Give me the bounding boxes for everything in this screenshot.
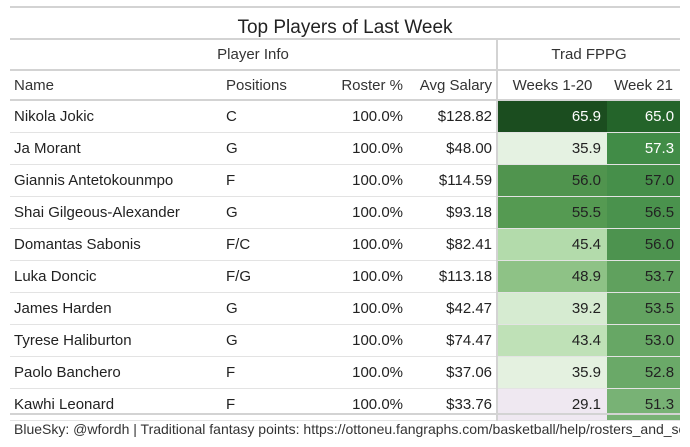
roster-cell: 100.0% bbox=[308, 292, 407, 325]
week-21-cell: 57.0 bbox=[607, 164, 681, 197]
positions-cell: F/C bbox=[222, 228, 308, 261]
footer-note: BlueSky: @wfordh | Traditional fantasy p… bbox=[10, 413, 680, 443]
salary-cell: $82.41 bbox=[407, 228, 498, 261]
positions-cell: G bbox=[222, 132, 308, 165]
positions-cell: F/G bbox=[222, 260, 308, 293]
table-row: James Harden G 100.0% $42.47 39.2 53.5 bbox=[10, 292, 681, 325]
column-group-row: Player Info Trad FPPG bbox=[10, 38, 681, 71]
week-21-cell: 57.3 bbox=[607, 132, 681, 165]
roster-cell: 100.0% bbox=[308, 132, 407, 165]
player-name-cell: Tyrese Haliburton bbox=[10, 324, 222, 357]
week-21-cell: 52.8 bbox=[607, 356, 681, 389]
roster-cell: 100.0% bbox=[308, 260, 407, 293]
week-21-cell: 65.0 bbox=[607, 100, 681, 133]
table-row: Tyrese Haliburton G 100.0% $74.47 43.4 53.0 bbox=[10, 324, 681, 357]
salary-cell: $128.82 bbox=[407, 100, 498, 133]
week-21-cell: 56.0 bbox=[607, 228, 681, 261]
group-player-info: Player Info bbox=[10, 38, 498, 71]
weeks-1-20-cell: 29.1 bbox=[496, 388, 608, 421]
weeks-1-20-cell: 65.9 bbox=[496, 100, 608, 133]
table-row: Kawhi Leonard F 100.0% $33.76 29.1 51.3 bbox=[10, 388, 681, 421]
roster-cell: 100.0% bbox=[308, 356, 407, 389]
week-21-cell: 53.7 bbox=[607, 260, 681, 293]
roster-cell: 100.0% bbox=[308, 228, 407, 261]
positions-cell: F bbox=[222, 388, 308, 421]
positions-cell: G bbox=[222, 196, 308, 229]
table-row: Domantas Sabonis F/C 100.0% $82.41 45.4 56.0 bbox=[10, 228, 681, 261]
positions-cell: G bbox=[222, 292, 308, 325]
salary-cell: $113.18 bbox=[407, 260, 498, 293]
salary-cell: $93.18 bbox=[407, 196, 498, 229]
weeks-1-20-cell: 35.9 bbox=[496, 132, 608, 165]
group-trad-fppg: Trad FPPG bbox=[496, 38, 681, 71]
player-name-cell: Paolo Banchero bbox=[10, 356, 222, 389]
player-name-cell: Luka Doncic bbox=[10, 260, 222, 293]
table-row: Ja Morant G 100.0% $48.00 35.9 57.3 bbox=[10, 132, 681, 165]
header-roster: Roster % bbox=[308, 70, 407, 101]
salary-cell: $37.06 bbox=[407, 356, 498, 389]
salary-cell: $33.76 bbox=[407, 388, 498, 421]
weeks-1-20-cell: 35.9 bbox=[496, 356, 608, 389]
positions-cell: G bbox=[222, 324, 308, 357]
weeks-1-20-cell: 56.0 bbox=[496, 164, 608, 197]
positions-cell: F bbox=[222, 356, 308, 389]
player-name-cell: Domantas Sabonis bbox=[10, 228, 222, 261]
header-week-21: Week 21 bbox=[607, 70, 681, 101]
header-weeks-1-20: Weeks 1-20 bbox=[496, 70, 608, 101]
salary-cell: $74.47 bbox=[407, 324, 498, 357]
week-21-cell: 51.3 bbox=[607, 388, 681, 421]
salary-cell: $48.00 bbox=[407, 132, 498, 165]
table-row: Luka Doncic F/G 100.0% $113.18 48.9 53.7 bbox=[10, 260, 681, 293]
roster-cell: 100.0% bbox=[308, 388, 407, 421]
salary-cell: $42.47 bbox=[407, 292, 498, 325]
header-salary: Avg Salary bbox=[407, 70, 498, 101]
table-row: Giannis Antetokounmpo F 100.0% $114.59 56.0 5… bbox=[10, 164, 681, 197]
header-name: Name bbox=[10, 70, 222, 101]
header-positions: Positions bbox=[222, 70, 308, 101]
player-name-cell: James Harden bbox=[10, 292, 222, 325]
column-header-row: Name Positions Roster % Avg Salary Weeks… bbox=[10, 70, 681, 101]
week-21-cell: 53.5 bbox=[607, 292, 681, 325]
player-name-cell: Ja Morant bbox=[10, 132, 222, 165]
table-row: Shai Gilgeous-Alexander G 100.0% $93.18 55.5… bbox=[10, 196, 681, 229]
week-21-cell: 53.0 bbox=[607, 324, 681, 357]
players-table: Player Info Trad FPPG Name Positions Ros… bbox=[10, 38, 681, 421]
roster-cell: 100.0% bbox=[308, 196, 407, 229]
weeks-1-20-cell: 55.5 bbox=[496, 196, 608, 229]
week-21-cell: 56.5 bbox=[607, 196, 681, 229]
salary-cell: $114.59 bbox=[407, 164, 498, 197]
weeks-1-20-cell: 48.9 bbox=[496, 260, 608, 293]
positions-cell: C bbox=[222, 100, 308, 133]
weeks-1-20-cell: 39.2 bbox=[496, 292, 608, 325]
roster-cell: 100.0% bbox=[308, 164, 407, 197]
player-name-cell: Kawhi Leonard bbox=[10, 388, 222, 421]
table-row: Paolo Banchero F 100.0% $37.06 35.9 52.8 bbox=[10, 356, 681, 389]
roster-cell: 100.0% bbox=[308, 100, 407, 133]
table-row: Nikola Jokic C 100.0% $128.82 65.9 65.0 bbox=[10, 100, 681, 133]
weeks-1-20-cell: 43.4 bbox=[496, 324, 608, 357]
weeks-1-20-cell: 45.4 bbox=[496, 228, 608, 261]
player-name-cell: Giannis Antetokounmpo bbox=[10, 164, 222, 197]
roster-cell: 100.0% bbox=[308, 324, 407, 357]
player-name-cell: Nikola Jokic bbox=[10, 100, 222, 133]
table-title: Top Players of Last Week bbox=[10, 6, 680, 38]
player-name-cell: Shai Gilgeous-Alexander bbox=[10, 196, 222, 229]
positions-cell: F bbox=[222, 164, 308, 197]
